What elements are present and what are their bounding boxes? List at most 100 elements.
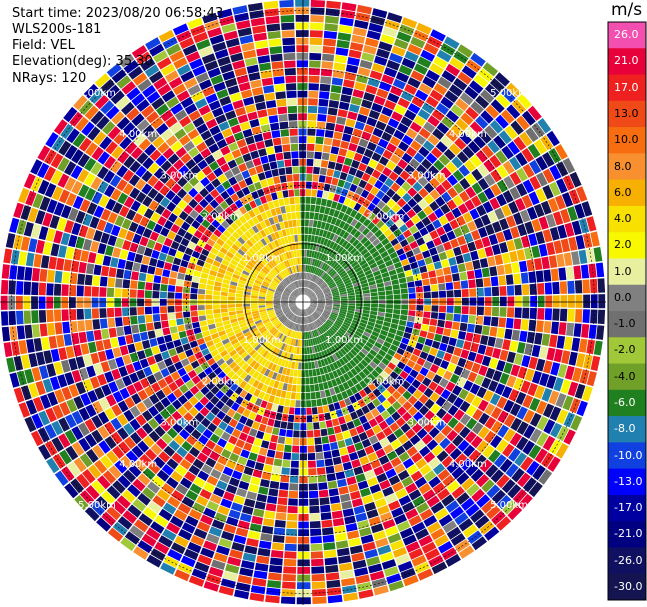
velocity-cell	[195, 423, 207, 434]
velocity-cell	[432, 219, 442, 229]
velocity-cell	[64, 220, 75, 234]
velocity-cell	[275, 451, 284, 459]
velocity-cell	[320, 76, 332, 85]
velocity-cell	[116, 179, 128, 192]
velocity-cell	[496, 327, 505, 339]
velocity-cell	[281, 335, 287, 343]
velocity-cell	[225, 238, 234, 247]
velocity-cell	[425, 69, 440, 82]
velocity-cell	[546, 375, 557, 389]
velocity-cell	[494, 72, 510, 87]
velocity-cell	[337, 282, 345, 288]
velocity-cell	[487, 336, 496, 347]
velocity-cell	[226, 266, 235, 273]
velocity-cell	[437, 488, 451, 501]
velocity-cell	[71, 332, 80, 345]
velocity-cell	[35, 239, 45, 254]
velocity-cell	[362, 266, 371, 273]
velocity-cell	[338, 312, 346, 317]
velocity-cell	[190, 164, 201, 176]
velocity-cell	[270, 550, 284, 558]
velocity-cell	[412, 246, 421, 255]
velocity-cell	[307, 289, 312, 296]
velocity-cell	[464, 232, 474, 243]
velocity-cell	[276, 332, 282, 339]
velocity-cell	[286, 287, 292, 293]
velocity-cell	[405, 219, 415, 229]
velocity-cell	[376, 48, 390, 59]
velocity-cell	[146, 374, 157, 385]
velocity-cell	[330, 146, 340, 155]
velocity-cell	[590, 309, 598, 324]
velocity-cell	[176, 318, 184, 326]
velocity-cell	[341, 336, 349, 343]
velocity-cell	[235, 396, 244, 405]
velocity-cell	[76, 473, 90, 489]
velocity-cell	[158, 535, 173, 548]
velocity-cell	[262, 280, 270, 286]
velocity-cell	[430, 528, 446, 541]
velocity-cell	[324, 389, 331, 397]
velocity-cell	[269, 46, 283, 55]
velocity-cell	[194, 204, 204, 214]
velocity-cell	[234, 156, 245, 166]
velocity-cell	[150, 521, 165, 534]
velocity-cell	[395, 176, 406, 187]
velocity-cell	[384, 177, 395, 188]
velocity-cell	[354, 81, 367, 91]
colorbar	[607, 21, 647, 601]
velocity-cell	[405, 374, 415, 384]
velocity-cell	[191, 91, 205, 103]
velocity-cell	[129, 405, 141, 418]
velocity-cell	[274, 231, 280, 239]
velocity-cell	[325, 295, 332, 298]
velocity-cell	[214, 194, 225, 205]
velocity-cell	[536, 432, 549, 447]
velocity-cell	[342, 430, 351, 440]
velocity-cell	[317, 260, 322, 268]
velocity-cell	[296, 324, 299, 331]
velocity-cell	[519, 131, 533, 147]
velocity-cell	[386, 12, 403, 23]
velocity-cell	[256, 493, 268, 503]
velocity-cell	[203, 243, 213, 252]
velocity-cell	[347, 351, 355, 359]
velocity-cell	[283, 291, 290, 296]
velocity-cell	[243, 96, 255, 106]
velocity-cell	[343, 197, 352, 206]
velocity-cell	[137, 473, 151, 486]
velocity-cell	[394, 445, 406, 456]
velocity-cell	[344, 414, 352, 423]
velocity-cell	[284, 289, 291, 295]
velocity-cell	[271, 224, 278, 232]
velocity-cell	[274, 307, 282, 311]
velocity-cell	[297, 83, 308, 90]
velocity-cell	[313, 312, 319, 318]
velocity-cell	[378, 307, 386, 313]
velocity-cell	[306, 316, 310, 324]
velocity-cell	[323, 183, 331, 192]
velocity-cell	[200, 234, 209, 243]
velocity-cell	[396, 385, 407, 395]
velocity-cell	[64, 144, 78, 160]
velocity-cell	[568, 294, 575, 308]
velocity-cell	[351, 34, 366, 44]
velocity-cell	[499, 286, 507, 296]
velocity-cell	[397, 361, 406, 370]
velocity-cell	[222, 414, 232, 425]
velocity-cell	[300, 264, 302, 272]
velocity-cell	[210, 247, 219, 255]
velocity-cell	[496, 179, 509, 193]
velocity-cell	[244, 545, 258, 555]
velocity-cell	[268, 353, 275, 362]
velocity-cell	[108, 267, 117, 278]
velocity-cell	[348, 327, 356, 333]
velocity-cell	[338, 148, 348, 157]
velocity-cell	[124, 396, 136, 409]
velocity-cell	[262, 246, 269, 254]
velocity-cell	[307, 121, 317, 129]
velocity-cell	[35, 380, 46, 396]
velocity-cell	[374, 254, 382, 262]
velocity-cell	[422, 250, 431, 259]
velocity-cell	[366, 117, 378, 127]
